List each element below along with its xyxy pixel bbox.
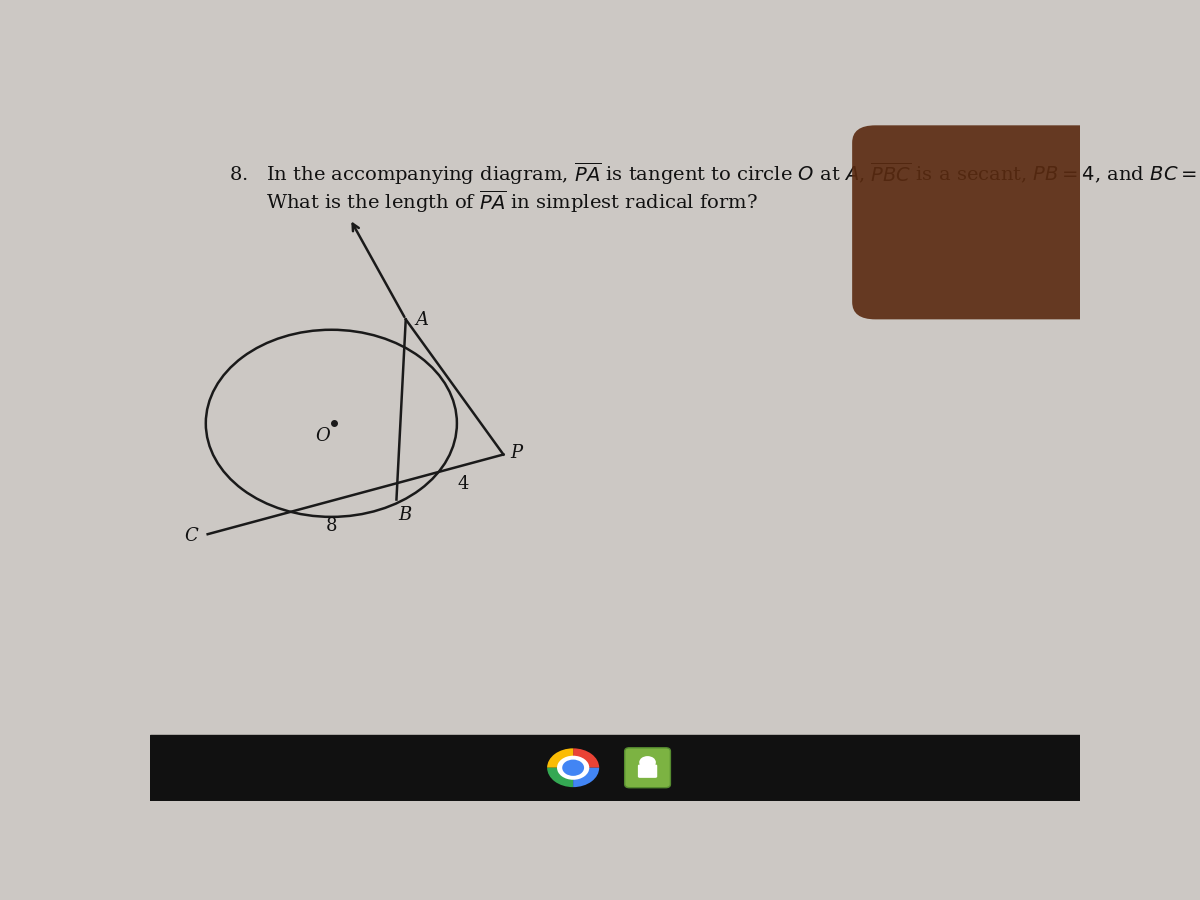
Wedge shape xyxy=(547,748,574,768)
FancyBboxPatch shape xyxy=(852,125,1103,320)
Circle shape xyxy=(640,756,656,769)
Text: O: O xyxy=(316,427,330,445)
Bar xyxy=(150,735,1080,801)
Wedge shape xyxy=(557,756,589,779)
Text: 8: 8 xyxy=(325,517,337,535)
Text: P: P xyxy=(510,444,522,462)
Text: A: A xyxy=(415,310,428,328)
Wedge shape xyxy=(574,748,599,768)
Text: What is the length of $\overline{PA}$ in simplest radical form?: What is the length of $\overline{PA}$ in… xyxy=(266,188,758,214)
Wedge shape xyxy=(574,768,599,788)
FancyBboxPatch shape xyxy=(625,748,671,788)
Text: 4: 4 xyxy=(457,475,469,493)
Text: 8.   In the accompanying diagram, $\overline{PA}$ is tangent to circle $O$ at $A: 8. In the accompanying diagram, $\overli… xyxy=(229,160,1200,187)
FancyBboxPatch shape xyxy=(638,764,658,778)
Circle shape xyxy=(563,760,584,776)
Text: B: B xyxy=(398,507,412,525)
Text: C: C xyxy=(185,527,198,545)
Wedge shape xyxy=(547,768,574,788)
